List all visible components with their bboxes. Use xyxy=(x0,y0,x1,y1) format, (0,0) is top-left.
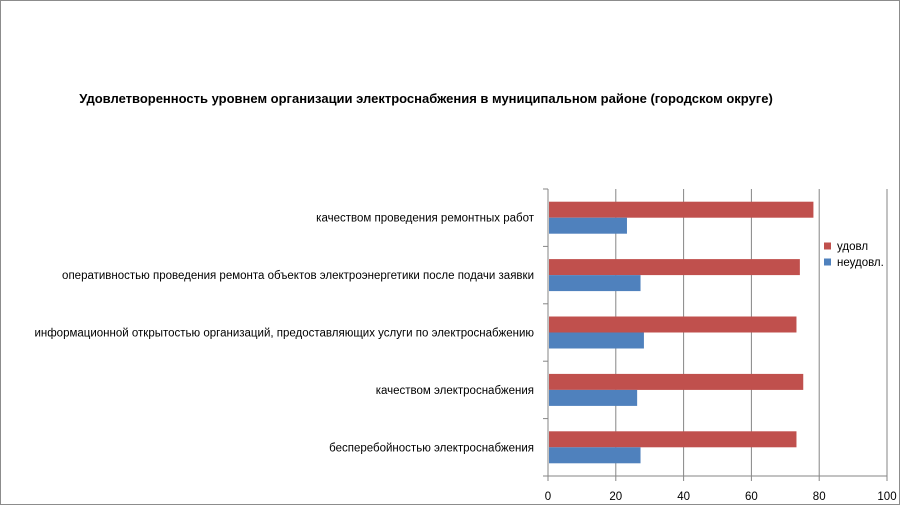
category-label: качеством электроснабжения xyxy=(376,385,534,397)
bar-neudovl xyxy=(549,217,627,234)
legend-label: неудовл. xyxy=(837,257,884,269)
x-tick-label: 60 xyxy=(745,491,758,503)
bar-neudovl xyxy=(549,332,644,349)
bar-udovl xyxy=(549,201,814,218)
category-label: бесперебойностью электроснабжения xyxy=(329,442,534,454)
x-tick-label: 40 xyxy=(677,491,690,503)
bar-udovl xyxy=(549,316,797,333)
x-tick-label: 100 xyxy=(877,491,896,503)
bar-neudovl xyxy=(549,389,638,406)
bar-neudovl xyxy=(549,447,641,464)
legend-label: удовл xyxy=(837,241,868,253)
bar-udovl xyxy=(549,259,800,276)
bar-udovl xyxy=(549,373,804,390)
legend-swatch xyxy=(824,242,831,250)
category-label: качеством проведения ремонтных работ xyxy=(316,213,535,225)
bar-udovl xyxy=(549,431,797,448)
bar-neudovl xyxy=(549,275,641,292)
chart-title: Удовлетворенность уровнем организации эл… xyxy=(79,91,773,106)
legend-swatch xyxy=(824,258,831,266)
category-label: оперативностью проведения ремонта объект… xyxy=(62,270,534,282)
x-tick-label: 0 xyxy=(545,491,551,503)
x-tick-label: 80 xyxy=(813,491,826,503)
category-label: информационной открытостью организаций, … xyxy=(34,328,534,340)
x-tick-label: 20 xyxy=(609,491,622,503)
